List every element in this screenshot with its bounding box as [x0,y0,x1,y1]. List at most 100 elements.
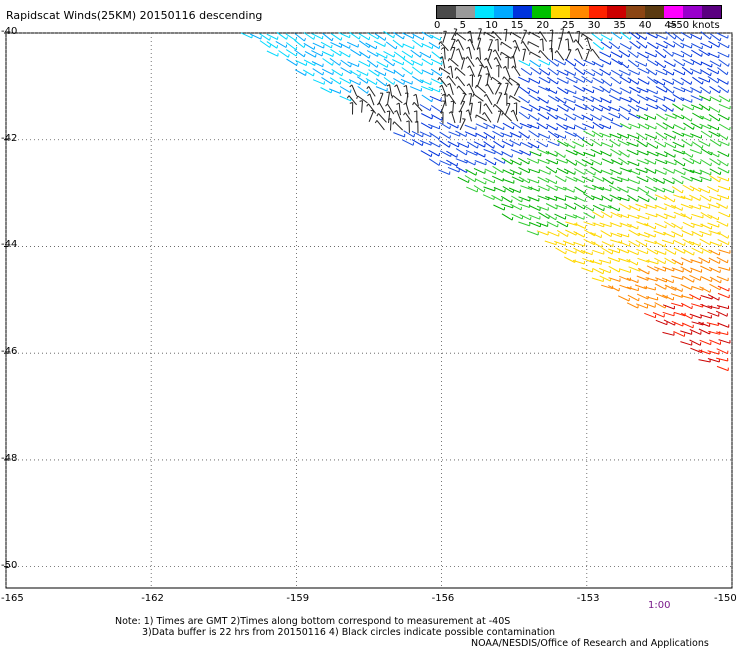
wind-barb-flag [656,145,659,149]
wind-barb [708,257,720,264]
wind-barb [518,196,530,202]
wind-barb [590,113,602,121]
wind-barb-flag [672,125,675,129]
wind-barb [654,249,666,255]
wind-barb [554,133,566,139]
wind-barb [484,158,496,166]
wind-barb [691,141,703,149]
wind-barb-flag [593,215,596,219]
wind-barb-flag [394,84,398,88]
wind-barb [671,275,683,280]
wind-barb [459,101,466,113]
wind-barb [583,221,595,227]
wind-barb [592,267,604,275]
wind-barb-flag [665,108,668,112]
wind-barb [582,103,594,112]
wind-barb [574,159,586,167]
wind-barb [389,84,393,97]
wind-barb-flag [575,48,579,51]
wind-barb-flag [682,38,685,42]
wind-barb [707,52,719,59]
wind-barb-flag [485,83,488,87]
wind-barb [491,194,503,202]
lat-label: -50 [1,559,18,571]
wind-barb [581,114,593,121]
wind-barb [483,112,492,123]
wind-barb-flag [475,56,478,60]
wind-barb [635,203,647,209]
note-line-1: Note: 1) Times are GMT 2)Times along bot… [115,616,511,627]
wind-barb [601,241,614,248]
wind-barb [583,151,595,157]
wind-barb [644,123,657,130]
wind-barb [718,103,731,110]
wind-barb [628,205,640,212]
wind-barb [584,168,595,176]
wind-barb [609,194,621,201]
wind-barb [662,304,675,310]
wind-barb-flag [529,51,531,55]
wind-barb [670,293,683,298]
wind-barb [577,31,580,44]
wind-barb [565,158,577,166]
wind-barb-flag [521,198,523,202]
wind-barb-flag [512,126,515,130]
wind-barb-flag [610,233,613,237]
wind-barb-flag [295,52,298,57]
wind-barb-flag [386,84,390,87]
wind-barb-flag [594,172,596,176]
wind-barb [539,31,548,42]
wind-barb [502,112,512,122]
wind-barb [572,95,585,102]
wind-barb-flag [619,143,621,147]
wind-barb [637,51,649,59]
wind-barb-flag [629,206,631,210]
wind-barb [374,33,386,41]
wind-barb [468,46,473,59]
wind-barb [636,87,648,93]
wind-barb-flag [469,102,473,105]
wind-barb [240,32,253,39]
wind-barb [637,233,650,238]
wind-barb [681,132,693,138]
wind-barb [275,40,287,48]
wind-barb [443,47,446,60]
wind-barb-flag [475,85,478,89]
wind-barb [616,176,629,182]
wind-barb [428,149,440,157]
wind-barb [591,86,604,93]
wind-barb [655,293,668,299]
wind-barb-flag [655,72,658,76]
wind-barb-flag [618,269,621,273]
wind-barb [348,79,361,86]
colorbar-label: 35 [613,20,626,31]
wind-barb [393,132,405,138]
wind-barb [700,265,712,272]
wind-barb [627,160,639,167]
wind-barb [680,77,692,85]
wind-barb [717,159,728,167]
wind-barb [690,222,703,228]
wind-barb-flag [467,65,471,69]
wind-barb [699,123,711,130]
wind-barb-flag [673,198,676,202]
wind-barb [574,168,585,175]
wind-barb-flag [448,65,452,68]
wind-barb [430,114,442,121]
wind-barb [539,50,549,60]
wind-barb [528,130,539,138]
wind-barb [581,267,593,273]
wind-barb [673,247,685,254]
wind-barb [484,31,496,39]
wind-barb-flag [566,90,569,94]
wind-barb [590,240,602,248]
wind-barb [680,341,692,346]
wind-barb-flag [565,250,567,254]
wind-barb [635,32,647,41]
wind-barb [672,113,684,120]
wind-barb [431,51,442,60]
wind-barb [573,231,585,238]
wind-barb-flag [510,109,514,113]
wind-barb [628,229,640,237]
wind-barb [421,94,433,103]
